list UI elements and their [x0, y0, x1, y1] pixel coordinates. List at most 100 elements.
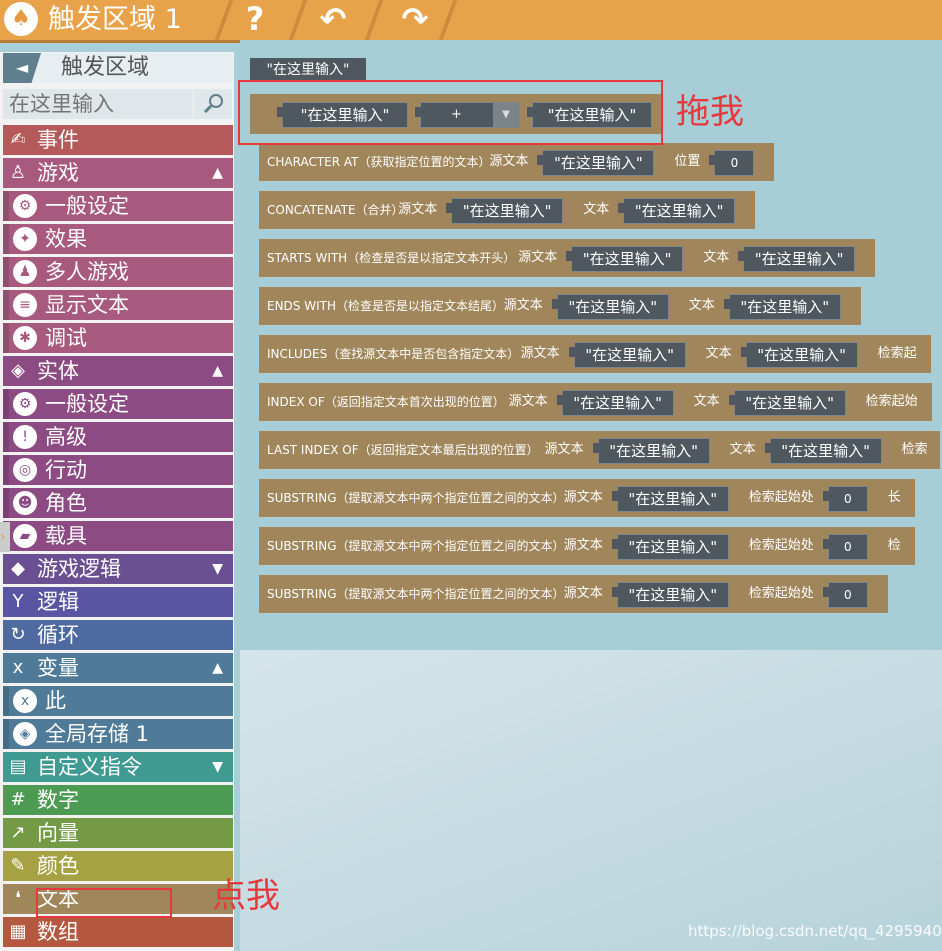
variable-icon: x: [12, 657, 24, 678]
sidebar-item-label: 高级: [45, 425, 87, 449]
text-function-block[interactable]: CHARACTER AT（获取指定位置的文本） 源文本 "在这里输入" 位置 0: [259, 143, 775, 181]
param-label: 位置: [674, 154, 701, 169]
text-input[interactable]: "在这里输入": [723, 294, 841, 320]
sidebar-item-text-lines[interactable]: ≡ 显示文本: [3, 290, 233, 320]
search-input[interactable]: [3, 89, 193, 119]
text-input[interactable]: "在这里输入": [738, 246, 856, 272]
block-workspace[interactable]: "在这里输入" "在这里输入" + ▼ "在这里输入" CHARACTER AT…: [240, 40, 942, 951]
branch-icon: Y: [12, 591, 24, 612]
search-icon[interactable]: [194, 89, 232, 119]
redo-icon[interactable]: ↷: [401, 0, 429, 38]
sidebar-item-global-storage[interactable]: ◈ 全局存储 1: [3, 719, 233, 749]
text-value-block[interactable]: "在这里输入": [250, 58, 366, 82]
concat-block[interactable]: "在这里输入" + ▼ "在这里输入": [250, 94, 662, 134]
sidebar-item-event[interactable]: ✍ 事件: [3, 125, 233, 155]
sidebar-item-effects[interactable]: ✦ 效果: [3, 224, 233, 254]
number-input[interactable]: 0: [822, 486, 868, 512]
text-input[interactable]: "在这里输入": [446, 198, 564, 224]
sidebar-item-logic-pin[interactable]: ◆ 游戏逻辑 ▼: [3, 554, 233, 584]
advanced-icon: !: [13, 425, 37, 449]
players-icon: ♟: [13, 260, 37, 284]
chevron-up-icon[interactable]: ▲: [212, 165, 223, 181]
text-input[interactable]: "在这里输入": [740, 342, 858, 368]
watermark: https://blog.csdn.net/qq_42959409: [688, 922, 942, 940]
sidebar-item-vector[interactable]: ↗ 向量: [3, 818, 233, 848]
sidebar-item-label: 游戏: [37, 161, 79, 185]
param-label: 文本: [729, 442, 756, 457]
concat-right-input[interactable]: "在这里输入": [527, 102, 652, 128]
back-icon[interactable]: ◄: [3, 53, 41, 83]
gear-icon: ⚙: [13, 194, 37, 218]
text-input[interactable]: "在这里输入": [611, 486, 729, 512]
sidebar-item-action[interactable]: ◎ 行动: [3, 455, 233, 485]
chevron-down-icon[interactable]: ▼: [493, 103, 519, 127]
text-function-block[interactable]: INDEX OF（返回指定文本首次出现的位置） 源文本 "在这里输入" 文本 "在这里输…: [259, 383, 932, 421]
param-label: 源文本: [508, 394, 548, 409]
chevron-up-icon[interactable]: ▲: [212, 363, 223, 379]
cube-icon: ◈: [11, 360, 25, 381]
text-function-block[interactable]: ENDS WITH（检查是否是以指定文本结尾） 源文本 "在这里输入" 文本 "在这里输…: [259, 287, 861, 325]
sidebar-item-variable[interactable]: x 变量 ▲: [3, 653, 233, 683]
trigger-area-logo-icon[interactable]: ♠: [4, 2, 38, 36]
chevron-up-icon[interactable]: ▲: [212, 660, 223, 676]
sidebar-item-label: 变量: [37, 656, 79, 680]
text-input[interactable]: "在这里输入": [592, 438, 710, 464]
text-input[interactable]: "在这里输入": [566, 246, 684, 272]
text-function-block[interactable]: CONCATENATE（合并） 源文本 "在这里输入" 文本 "在这里输入": [259, 191, 756, 229]
param-label: 文本: [583, 202, 610, 217]
sidebar-item-character[interactable]: ☻ 角色: [3, 488, 233, 518]
sidebar-item-advanced[interactable]: ! 高级: [3, 422, 233, 452]
sidebar-item-branch[interactable]: Y 逻辑: [3, 587, 233, 617]
sidebar-item-array[interactable]: ▦ 数组: [3, 917, 233, 947]
text-function-block[interactable]: INCLUDES（查找源文本中是否包含指定文本） 源文本 "在这里输入" 文本 "在这里…: [259, 335, 931, 373]
sidebar-item-number[interactable]: # 数字: [3, 785, 233, 815]
number-input[interactable]: 0: [822, 582, 868, 608]
sidebar-item-loop[interactable]: ↻ 循环: [3, 620, 233, 650]
sidebar-item-gear[interactable]: ⚙ 一般设定: [3, 191, 233, 221]
param-label: 源文本: [398, 202, 438, 217]
chevron-down-icon[interactable]: ▼: [212, 561, 223, 577]
param-label: 检索起: [877, 346, 917, 361]
sidebar-item-brush[interactable]: ✎ 颜色: [3, 851, 233, 881]
collapse-handle-icon[interactable]: ›: [0, 522, 10, 552]
text-input[interactable]: "在这里输入": [551, 294, 669, 320]
block-name: LAST INDEX OF（返回指定文本最后出现的位置）: [267, 443, 539, 457]
sidebar-item-bug[interactable]: ✱ 调试: [3, 323, 233, 353]
chevron-down-icon[interactable]: ▼: [212, 759, 223, 775]
text-function-block[interactable]: SUBSTRING（提取源文本中两个指定位置之间的文本） 源文本 "在这里输入" 检索…: [259, 479, 915, 517]
sidebar-item-players[interactable]: ♟ 多人游戏: [3, 257, 233, 287]
operator-dropdown[interactable]: + ▼: [415, 102, 520, 128]
text-input[interactable]: "在这里输入": [537, 150, 655, 176]
text-input[interactable]: "在这里输入": [556, 390, 674, 416]
param-label: 源文本: [544, 442, 584, 457]
text-input[interactable]: "在这里输入": [728, 390, 846, 416]
sidebar-item-label: 多人游戏: [45, 260, 129, 284]
concat-left-input[interactable]: "在这里输入": [277, 102, 408, 128]
param-label: 源文本: [563, 586, 603, 601]
help-icon[interactable]: ?: [245, 0, 265, 38]
sidebar-item-joystick[interactable]: ♙ 游戏 ▲: [3, 158, 233, 188]
text-input[interactable]: "在这里输入": [618, 198, 736, 224]
sidebar-item-label: 角色: [45, 491, 87, 515]
text-function-block[interactable]: STARTS WITH（检查是否是以指定文本开头） 源文本 "在这里输入" 文本 "在这…: [259, 239, 876, 277]
sidebar-item-cube[interactable]: ◈ 实体 ▲: [3, 356, 233, 386]
text-input[interactable]: "在这里输入": [611, 582, 729, 608]
undo-icon[interactable]: ↶: [319, 0, 347, 38]
sidebar-item-gear[interactable]: ⚙ 一般设定: [3, 389, 233, 419]
text-input[interactable]: "在这里输入": [568, 342, 686, 368]
block-name: SUBSTRING（提取源文本中两个指定位置之间的文本）: [267, 539, 565, 553]
number-input[interactable]: 0: [709, 150, 755, 176]
text-function-block[interactable]: SUBSTRING（提取源文本中两个指定位置之间的文本） 源文本 "在这里输入" 检索…: [259, 575, 888, 613]
text-input[interactable]: "在这里输入": [764, 438, 882, 464]
annotation-click-me: 点我: [212, 876, 280, 916]
brush-icon: ✎: [10, 855, 26, 876]
sidebar-item-vehicle[interactable]: ▰ 载具: [3, 521, 233, 551]
number-input[interactable]: 0: [822, 534, 868, 560]
text-function-block[interactable]: SUBSTRING（提取源文本中两个指定位置之间的文本） 源文本 "在这里输入" 检索…: [259, 527, 915, 565]
param-label: 源文本: [518, 250, 558, 265]
param-label: 源文本: [489, 154, 529, 169]
sidebar-item-custom-command[interactable]: ▤ 自定义指令 ▼: [3, 752, 233, 782]
text-input[interactable]: "在这里输入": [611, 534, 729, 560]
text-function-block[interactable]: LAST INDEX OF（返回指定文本最后出现的位置） 源文本 "在这里输入" 文本…: [259, 431, 940, 469]
